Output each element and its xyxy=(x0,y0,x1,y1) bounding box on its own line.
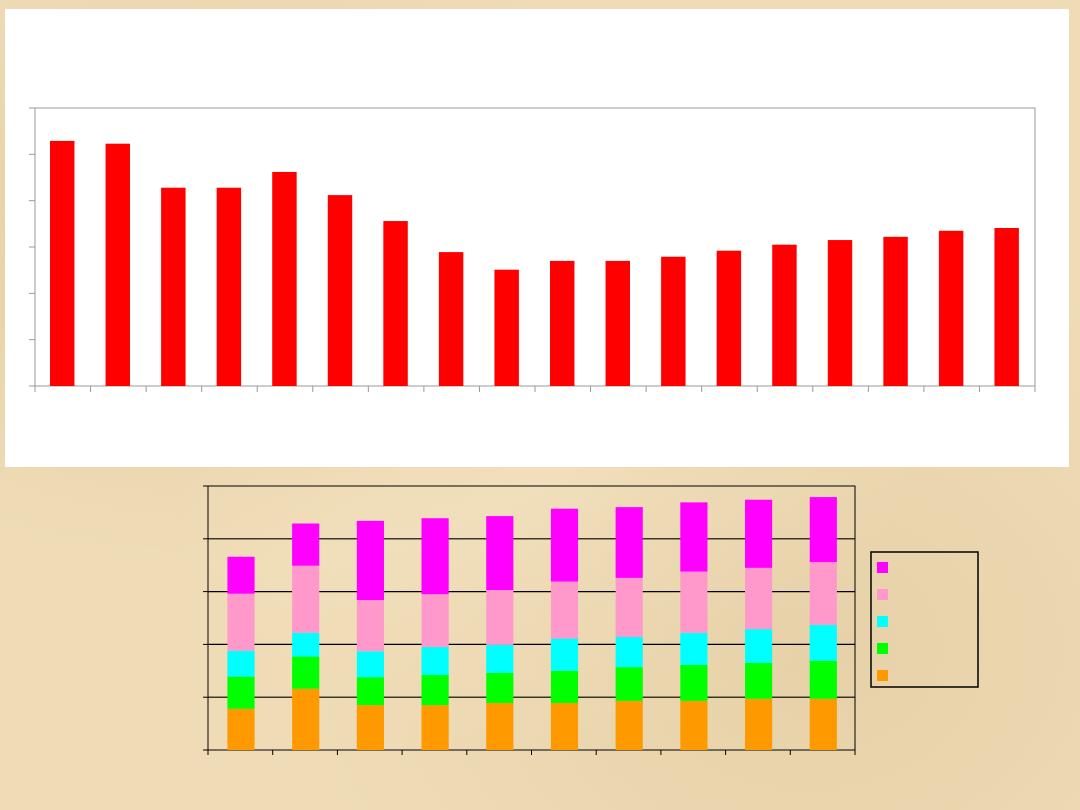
stacked-bar-segment xyxy=(680,632,708,665)
bar xyxy=(605,260,630,386)
legend-swatch xyxy=(877,670,888,681)
stacked-bar-segment xyxy=(292,656,320,689)
stacked-bar-segment xyxy=(486,703,514,750)
bar xyxy=(494,269,519,386)
stacked-bar-segment xyxy=(486,516,514,591)
stacked-bar-segment xyxy=(292,688,320,750)
stacked-bar-segment xyxy=(615,507,643,578)
legend xyxy=(870,551,979,688)
stacked-bar-segment xyxy=(680,502,708,572)
bar xyxy=(216,187,242,386)
stacked-bar-segment xyxy=(356,600,384,652)
stacked-bar-segment xyxy=(809,660,837,699)
stacked-bar-segment xyxy=(421,705,449,750)
stacked-bar-segment xyxy=(421,594,449,648)
stacked-bar-segment xyxy=(356,705,384,750)
stacked-bar-segment xyxy=(615,667,643,701)
stacked-bar-segment xyxy=(550,670,579,704)
stacked-bar-segment xyxy=(809,497,837,563)
stacked-bar-segment xyxy=(356,677,384,706)
bar xyxy=(105,143,130,386)
legend-swatch xyxy=(877,589,888,600)
legend-swatch xyxy=(877,562,888,573)
bar xyxy=(383,221,408,386)
bar xyxy=(661,256,686,386)
stacked-bar-segment xyxy=(745,567,773,630)
bar xyxy=(550,260,575,386)
stacked-bar-segment xyxy=(486,644,514,673)
stacked-bar-segment xyxy=(745,698,773,750)
stacked-bar-segment xyxy=(486,590,514,645)
bar xyxy=(161,187,186,386)
stacked-bar-segment xyxy=(550,638,579,671)
stacked-bar-segment xyxy=(421,647,449,676)
stacked-bar-segment xyxy=(809,562,837,625)
stacked-bar-segment xyxy=(421,675,449,706)
bar xyxy=(327,195,353,386)
bar xyxy=(272,171,297,386)
stacked-bar-segment xyxy=(550,703,579,750)
stacked-bar-segment xyxy=(356,651,384,678)
legend-swatch xyxy=(877,616,888,627)
stacked-bar-segment xyxy=(745,629,773,663)
stacked-bar-segment xyxy=(227,708,255,750)
stacked-bar-segment xyxy=(292,523,320,566)
stacked-bar-segment xyxy=(809,698,837,750)
stacked-bar-segment xyxy=(680,664,708,701)
stacked-bar-segment xyxy=(227,650,255,677)
stacked-bar-segment xyxy=(356,520,384,601)
bar xyxy=(438,252,464,386)
stacked-bar-segment xyxy=(227,593,255,651)
legend-swatch xyxy=(877,643,888,654)
bar xyxy=(772,244,797,386)
stacked-bar-segment xyxy=(680,571,708,633)
stacked-bar-segment xyxy=(615,637,643,668)
stacked-bar-segment xyxy=(615,700,643,750)
stacked-bar-segment xyxy=(227,676,255,709)
stacked-bar-segment xyxy=(292,565,320,633)
stacked-bar-segment xyxy=(292,632,320,657)
stacked-bar-segment xyxy=(615,577,643,638)
stacked-bar-segment xyxy=(550,508,579,582)
bar xyxy=(938,230,964,386)
stacked-bar-segment xyxy=(421,518,449,595)
stacked-bar-segment xyxy=(809,624,837,661)
bar xyxy=(50,140,75,386)
stacked-bar-segment xyxy=(745,499,773,568)
stacked-bar-segment xyxy=(227,556,255,594)
stacked-bar-segment xyxy=(745,662,773,699)
stacked-bar-segment xyxy=(486,672,514,704)
bar xyxy=(883,236,908,386)
bar xyxy=(994,228,1019,386)
bar xyxy=(827,240,853,386)
bar xyxy=(716,250,742,386)
stacked-bar-segment xyxy=(680,700,708,750)
stacked-bar-segment xyxy=(550,581,579,639)
